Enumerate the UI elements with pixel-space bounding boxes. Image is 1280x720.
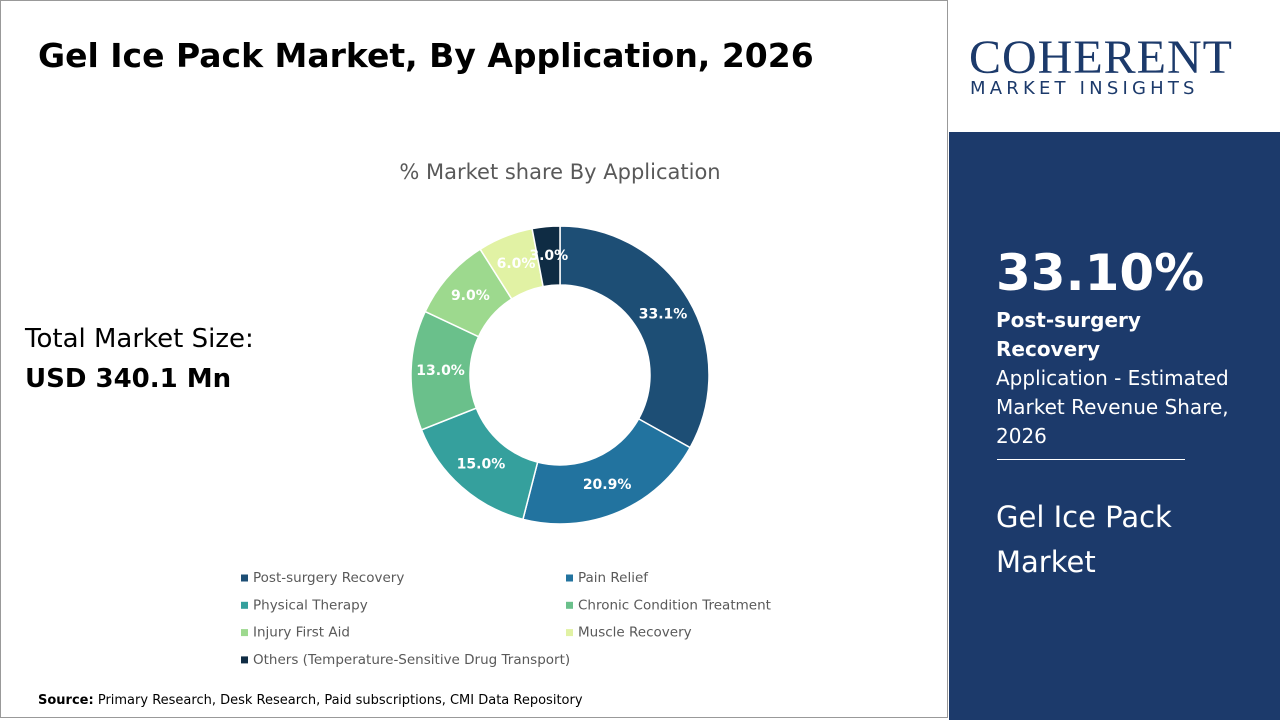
divider xyxy=(997,459,1185,460)
data-label: 13.0% xyxy=(416,363,465,379)
legend-label: Post-surgery Recovery xyxy=(253,570,404,586)
source-text: Primary Research, Desk Research, Paid su… xyxy=(97,693,583,708)
chart-title: % Market share By Application xyxy=(399,160,720,184)
frame xyxy=(0,0,948,718)
donut-segment xyxy=(522,417,692,525)
data-label: 9.0% xyxy=(451,288,490,304)
logo-area: COHERENT MARKET INSIGHTS xyxy=(949,0,1280,132)
chart: % Market share By Application 33.1% 20.9%… xyxy=(241,160,771,668)
data-label: 6.0% xyxy=(497,256,536,272)
source: Source: Primary Research, Desk Research,… xyxy=(38,693,583,708)
source-label: Source: xyxy=(38,693,94,708)
donut-segment xyxy=(559,225,710,449)
legend-label: Chronic Condition Treatment xyxy=(578,597,771,613)
donut-segment xyxy=(531,225,561,288)
market-size-label: Total Market Size: xyxy=(25,324,254,354)
logo-sub: MARKET INSIGHTS xyxy=(970,78,1199,99)
legend-label: Physical Therapy xyxy=(253,597,368,613)
legend-swatch xyxy=(566,601,573,609)
legend-label: Others (Temperature-Sensitive Drug Trans… xyxy=(253,652,570,668)
legend-swatch xyxy=(241,601,248,609)
logo: COHERENT xyxy=(969,31,1233,84)
legend-label: Pain Relief xyxy=(578,570,649,586)
segment-name: Post-surgery Recovery xyxy=(996,308,1141,361)
legend-swatch xyxy=(241,629,248,637)
legend-swatch xyxy=(241,656,248,664)
segment-description: Application - Estimated Market Revenue S… xyxy=(996,366,1229,448)
sidebar: COHERENT MARKET INSIGHTS 33.10% Post-sur… xyxy=(949,0,1280,720)
data-label: 20.9% xyxy=(583,477,632,493)
market-name: Gel Ice Pack Market xyxy=(996,500,1172,579)
legend-swatch xyxy=(566,629,573,637)
data-label: 15.0% xyxy=(457,457,506,473)
legend-swatch xyxy=(241,574,248,582)
page-title: Gel Ice Pack Market, By Application, 202… xyxy=(38,36,814,75)
highlight-text: Post-surgery Recovery Application - Esti… xyxy=(996,306,1246,451)
data-label: 33.1% xyxy=(639,306,688,322)
data-label: 3.0% xyxy=(529,248,568,264)
legend-label: Muscle Recovery xyxy=(578,625,692,641)
market-size-value: USD 340.1 Mn xyxy=(25,364,232,394)
legend-swatch xyxy=(566,574,573,582)
highlight-value: 33.10% xyxy=(996,244,1205,302)
legend-label: Injury First Aid xyxy=(253,625,350,641)
